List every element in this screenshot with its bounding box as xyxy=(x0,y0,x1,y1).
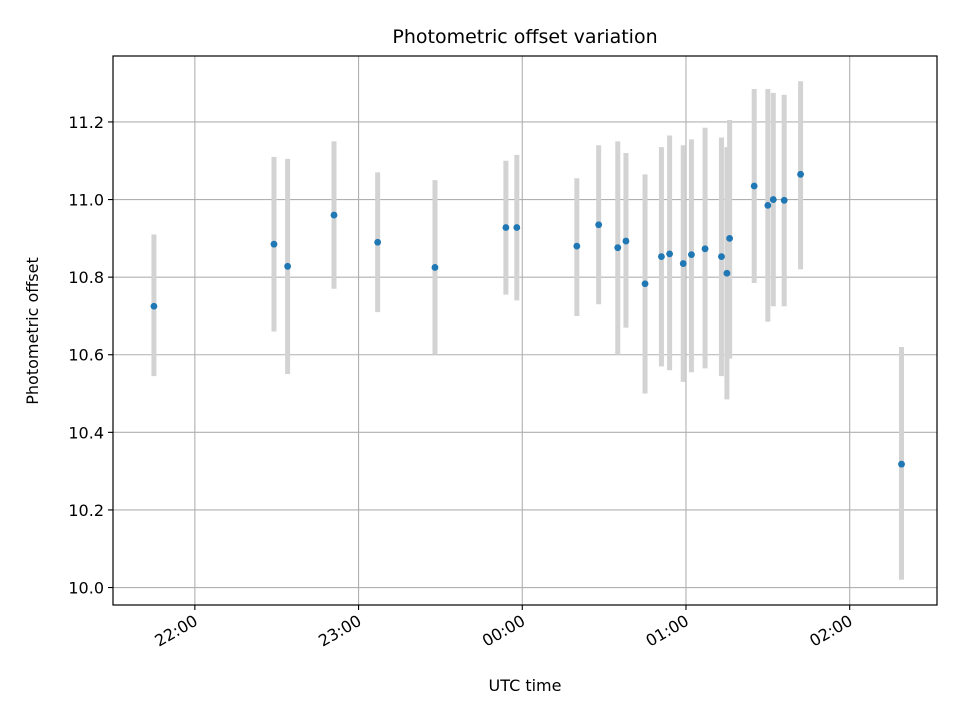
y-tick-label: 10.2 xyxy=(68,501,104,520)
data-point xyxy=(679,260,687,267)
x-tick-label: 02:00 xyxy=(806,611,855,651)
data-point xyxy=(270,240,278,248)
data-point xyxy=(502,224,510,231)
data-point xyxy=(431,264,439,271)
y-axis: 10.0 10.2 10.4 10.6 10.8 11.0 11.2 xyxy=(68,113,113,598)
grid xyxy=(113,56,937,605)
data-point xyxy=(666,250,674,258)
data-point xyxy=(701,245,709,253)
y-tick-label: 10.8 xyxy=(68,268,104,287)
data-point xyxy=(769,196,777,203)
x-tick-label: 22:00 xyxy=(151,611,200,651)
data-point xyxy=(658,253,665,260)
data-point xyxy=(898,460,905,468)
y-tick-label: 10.4 xyxy=(68,423,104,442)
data-point xyxy=(641,280,649,288)
y-tick-label: 10.6 xyxy=(68,346,104,365)
chart-title: Photometric offset variation xyxy=(392,26,657,48)
x-tick-label: 00:00 xyxy=(479,611,528,651)
y-tick-label: 11.2 xyxy=(68,113,104,132)
error-bars xyxy=(151,81,905,580)
y-tick-label: 10.0 xyxy=(68,579,104,598)
data-point xyxy=(723,269,731,277)
data-point xyxy=(513,224,521,231)
data-point xyxy=(614,244,622,252)
data-point xyxy=(330,211,338,219)
data-point xyxy=(374,238,382,246)
x-axis-label: UTC time xyxy=(489,676,562,695)
y-tick-label: 11.0 xyxy=(68,191,104,210)
data-point xyxy=(150,302,158,310)
x-tick-label: 01:00 xyxy=(643,611,692,651)
data-point xyxy=(573,242,581,250)
data-point xyxy=(797,170,804,178)
data-point xyxy=(284,262,292,270)
plot-frame xyxy=(112,55,938,606)
x-tick-label: 23:00 xyxy=(315,611,364,651)
data-point xyxy=(718,253,725,260)
data-point xyxy=(688,251,695,259)
data-point xyxy=(780,196,788,204)
data-point xyxy=(750,182,758,190)
data-point xyxy=(595,221,603,229)
y-axis-label: Photometric offset xyxy=(23,257,42,405)
data-point xyxy=(764,201,772,209)
data-point xyxy=(622,237,630,245)
x-axis: 22:00 23:00 00:00 01:00 02:00 xyxy=(151,605,856,651)
data-points xyxy=(150,170,905,468)
data-point xyxy=(726,234,734,242)
